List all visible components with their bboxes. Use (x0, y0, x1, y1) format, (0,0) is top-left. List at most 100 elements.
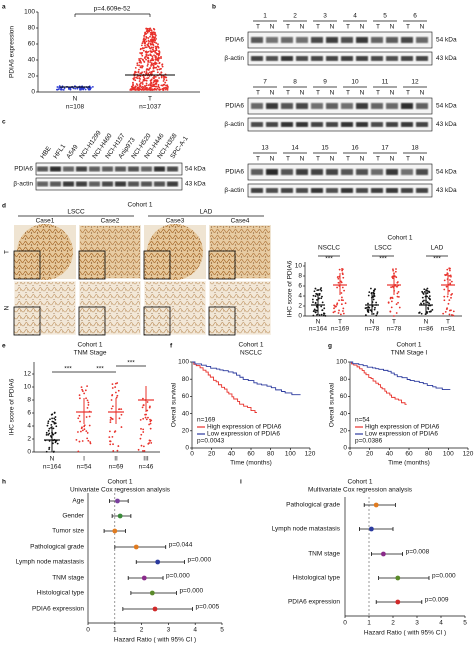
dot (140, 433, 143, 436)
dot (155, 57, 157, 60)
dot (340, 280, 342, 283)
dot (83, 392, 86, 395)
legend-label: High expression of PDIA6 (365, 424, 440, 431)
dot (136, 84, 139, 87)
band (386, 103, 398, 109)
dot (143, 85, 146, 87)
band (386, 56, 398, 61)
dot (160, 84, 163, 87)
dot (51, 420, 54, 423)
dot (140, 44, 143, 47)
dot (140, 62, 142, 64)
dot (145, 71, 148, 74)
dot (426, 301, 429, 304)
lane-label: T (256, 24, 260, 31)
kda-label: 54 kDa (436, 169, 457, 176)
hazard-ratio (152, 606, 158, 612)
dot (47, 433, 50, 436)
y-tick-label: 0 (298, 313, 302, 320)
dot (145, 82, 148, 85)
survival-curve (192, 361, 257, 413)
dot (442, 312, 445, 315)
dot (136, 62, 139, 65)
dot (138, 68, 140, 71)
dot (163, 76, 166, 79)
x-tick-label: 100 (443, 451, 454, 458)
dot (338, 268, 341, 271)
dot (46, 424, 49, 427)
chart-subtitle: Multivariate Cox regression analysis (308, 487, 413, 494)
dot (163, 83, 166, 86)
dot (145, 53, 148, 56)
p-value: p=0.009 (425, 597, 449, 604)
band (266, 122, 278, 127)
row-label: Age (72, 498, 84, 505)
kda-label: 43 kDa (185, 181, 206, 188)
dot (450, 275, 452, 278)
dot (152, 38, 155, 41)
dot (56, 442, 59, 445)
dot (450, 296, 452, 299)
dot (57, 88, 60, 90)
dot (86, 406, 89, 409)
dot (367, 294, 370, 297)
dot (311, 298, 314, 301)
row-label: Pathological grade (286, 502, 340, 509)
dot (147, 63, 149, 66)
lane-label: N (360, 156, 365, 163)
dot (395, 276, 398, 279)
band (266, 169, 278, 175)
dot (132, 83, 134, 86)
significance: *** (127, 360, 135, 367)
dot (333, 307, 335, 310)
row-label: Lymph node matastasis (16, 559, 85, 566)
dot (320, 289, 323, 292)
dot (452, 310, 455, 313)
dot (312, 314, 315, 317)
y-tick-label: 100 (24, 9, 35, 16)
band (401, 188, 413, 193)
dot (157, 56, 160, 59)
dot (428, 310, 431, 313)
lane-label: T (346, 90, 350, 97)
kda-label: 43 kDa (436, 55, 457, 62)
row-label: N (4, 305, 11, 310)
dot (162, 75, 165, 78)
lane-label: N (360, 90, 365, 97)
dot (344, 302, 347, 305)
dot (443, 299, 446, 302)
lane-label: T (286, 90, 290, 97)
dot (426, 295, 429, 298)
survival-curve (192, 361, 301, 396)
group-n: n=1037 (139, 104, 161, 111)
band (311, 122, 323, 127)
dot (164, 81, 167, 84)
dot (55, 425, 58, 428)
dot (337, 312, 340, 314)
band (251, 169, 263, 175)
dot (321, 295, 323, 298)
y-tick-label: 0 (31, 89, 35, 96)
lane-label: N (420, 90, 425, 97)
band (341, 56, 353, 61)
dot (84, 88, 87, 91)
band (341, 122, 353, 127)
x-tick-label: 120 (305, 451, 316, 458)
dot (149, 427, 152, 430)
dot (154, 66, 157, 69)
panel-label: g (328, 343, 332, 350)
band (356, 103, 368, 109)
dot (341, 286, 344, 289)
dot (145, 40, 148, 43)
dot (48, 448, 51, 451)
dot (147, 45, 150, 48)
dot (114, 391, 117, 394)
dot (336, 302, 339, 305)
dot (153, 28, 156, 31)
dot (452, 314, 455, 317)
blot-box (247, 117, 433, 132)
group-label: NSCLC (318, 245, 340, 252)
dot (140, 444, 143, 447)
dot (368, 306, 371, 309)
dot (146, 77, 149, 80)
